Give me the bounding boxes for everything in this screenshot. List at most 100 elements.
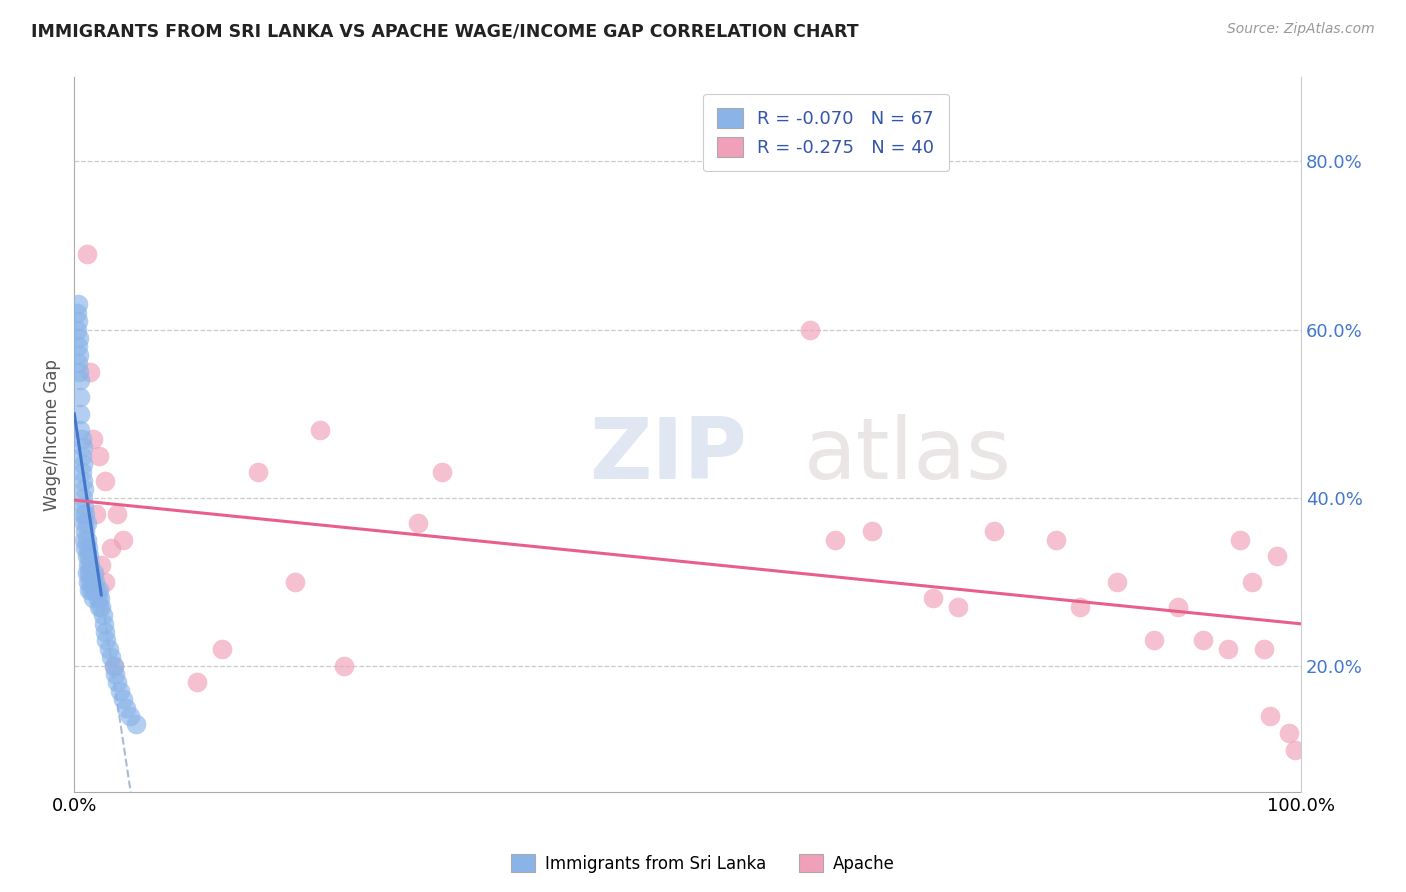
Point [211, 641, 233, 656]
Point [1192, 633, 1215, 648]
Point [73, 516, 96, 530]
Point [112, 692, 135, 706]
Point [100, 650, 122, 665]
Point [1284, 742, 1306, 756]
Point [118, 709, 141, 723]
Point [1253, 641, 1275, 656]
Point [115, 700, 138, 714]
Point [103, 658, 125, 673]
Point [76, 533, 98, 547]
Legend: Immigrants from Sri Lanka, Apache: Immigrants from Sri Lanka, Apache [505, 847, 901, 880]
Point [86, 591, 108, 606]
Point [406, 516, 429, 530]
Point [247, 466, 270, 480]
Point [1143, 633, 1166, 648]
Point [105, 508, 128, 522]
Point [89, 591, 111, 606]
Point [79, 558, 101, 572]
Text: IMMIGRANTS FROM SRI LANKA VS APACHE WAGE/INCOME GAP CORRELATION CHART: IMMIGRANTS FROM SRI LANKA VS APACHE WAGE… [31, 22, 859, 40]
Point [73, 482, 96, 496]
Point [946, 599, 969, 614]
Point [67, 331, 90, 345]
Point [1278, 726, 1301, 740]
Point [87, 599, 110, 614]
Point [87, 582, 110, 597]
Point [94, 474, 117, 488]
Point [70, 432, 93, 446]
Point [94, 625, 117, 640]
Point [76, 566, 98, 581]
Point [93, 616, 115, 631]
Point [76, 558, 98, 572]
Point [186, 675, 208, 690]
Point [80, 566, 103, 581]
Point [1241, 574, 1264, 589]
Point [79, 365, 101, 379]
Point [76, 574, 98, 589]
Point [112, 533, 135, 547]
Point [69, 373, 91, 387]
Point [75, 508, 97, 522]
Point [72, 457, 94, 471]
Point [103, 658, 125, 673]
Point [66, 306, 89, 320]
Point [72, 508, 94, 522]
Point [1167, 599, 1189, 614]
Point [67, 348, 90, 362]
Y-axis label: Wage/Income Gap: Wage/Income Gap [44, 359, 60, 510]
Point [70, 449, 93, 463]
Point [80, 582, 103, 597]
Point [432, 466, 454, 480]
Point [1260, 709, 1282, 723]
Point [75, 524, 97, 539]
Point [983, 524, 1005, 539]
Point [72, 491, 94, 505]
Point [76, 247, 98, 261]
Point [83, 566, 105, 581]
Point [104, 667, 127, 681]
Point [87, 449, 110, 463]
Point [86, 508, 108, 522]
Point [1229, 533, 1251, 547]
Point [75, 541, 97, 555]
Point [77, 549, 100, 564]
Point [69, 407, 91, 421]
Point [72, 440, 94, 454]
Point [86, 582, 108, 597]
Point [90, 558, 112, 572]
Point [1265, 549, 1288, 564]
Point [69, 390, 91, 404]
Point [70, 466, 93, 480]
Point [73, 533, 96, 547]
Text: ZIP: ZIP [589, 415, 748, 498]
Point [105, 675, 128, 690]
Point [100, 541, 122, 555]
Point [76, 516, 98, 530]
Point [91, 608, 114, 623]
Point [79, 574, 101, 589]
Legend: R = -0.070   N = 67, R = -0.275   N = 40: R = -0.070 N = 67, R = -0.275 N = 40 [703, 94, 949, 171]
Point [83, 582, 105, 597]
Point [66, 356, 89, 370]
Point [66, 314, 89, 328]
Point [84, 574, 107, 589]
Point [284, 574, 307, 589]
Point [67, 365, 90, 379]
Point [94, 574, 117, 589]
Point [108, 684, 131, 698]
Point [799, 322, 821, 336]
Point [96, 633, 118, 648]
Point [1045, 533, 1067, 547]
Point [82, 432, 104, 446]
Point [824, 533, 846, 547]
Point [77, 566, 100, 581]
Point [69, 423, 91, 437]
Text: atlas: atlas [804, 415, 1012, 498]
Point [66, 297, 89, 311]
Point [66, 322, 89, 336]
Point [66, 339, 89, 353]
Point [1216, 641, 1239, 656]
Point [76, 549, 98, 564]
Point [333, 658, 356, 673]
Point [308, 423, 330, 437]
